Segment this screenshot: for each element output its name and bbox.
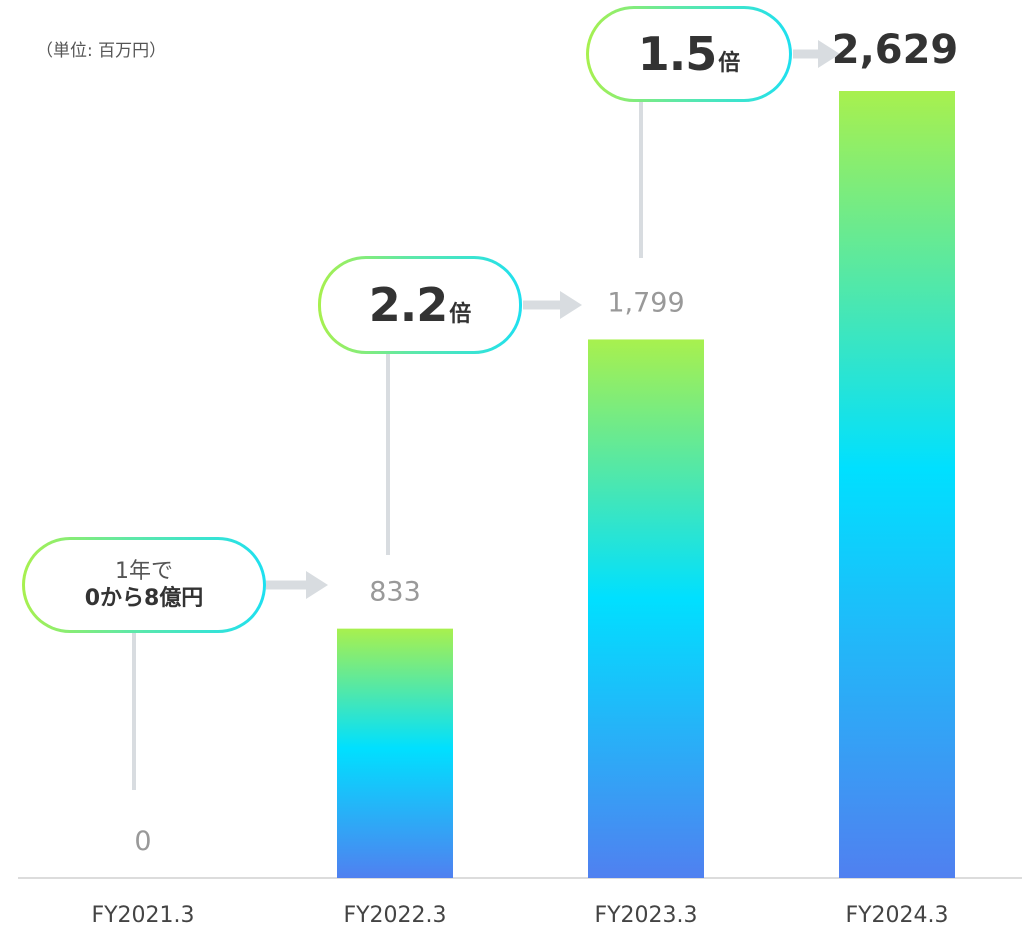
bar-FY2022.3 — [337, 629, 453, 878]
annotation-1-line1: 1年で — [115, 558, 173, 586]
annotation-2-value: 2.2 — [369, 278, 448, 332]
growth-annotation-2: 2.2 倍 — [318, 256, 522, 354]
growth-arrow-1-head — [306, 571, 328, 599]
category-label-FY2023.3: FY2023.3 — [594, 903, 697, 928]
annotation-2-suffix: 倍 — [449, 296, 471, 328]
value-label-FY2022.3: 833 — [369, 577, 421, 608]
growth-annotation-1: 1年で 0から8億円 — [22, 537, 266, 633]
value-label-FY2024.3: 2,629 — [832, 27, 959, 73]
category-label-FY2024.3: FY2024.3 — [845, 903, 948, 928]
annotation-1-line2: 0から8億円 — [85, 585, 204, 613]
bar-FY2024.3 — [839, 91, 955, 878]
annotation-3-suffix: 倍 — [718, 45, 740, 77]
category-label-FY2022.3: FY2022.3 — [343, 903, 446, 928]
category-label-FY2021.3: FY2021.3 — [91, 903, 194, 928]
value-label-FY2023.3: 1,799 — [607, 287, 684, 318]
value-label-FY2021.3: 0 — [134, 826, 151, 857]
growth-annotation-3: 1.5 倍 — [586, 6, 792, 102]
annotation-3-value: 1.5 — [638, 27, 717, 81]
growth-arrow-2-head — [560, 291, 582, 319]
unit-label: （単位: 百万円） — [36, 36, 166, 61]
bar-FY2023.3 — [588, 339, 704, 878]
